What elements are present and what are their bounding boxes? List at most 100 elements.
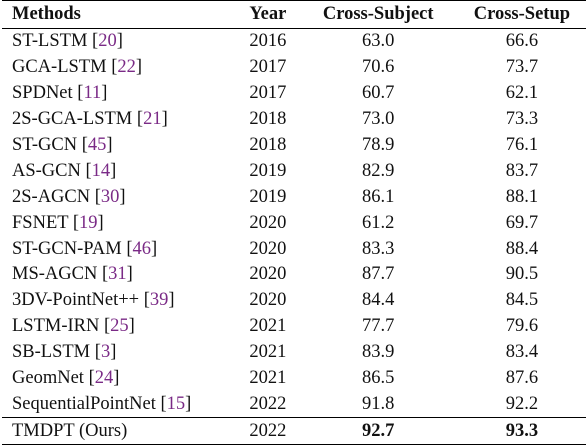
- year-cell: 2020: [249, 212, 287, 233]
- table-row: 2S-AGCN [30] 2019 86.1 88.1: [2, 184, 586, 210]
- cross-setup-cell: 87.6: [505, 368, 539, 389]
- cross-setup-cell: 66.6: [505, 31, 539, 52]
- table-row: MS-AGCN [31] 2020 87.7 90.5: [2, 262, 586, 288]
- table-row: GeomNet [24] 2021 86.5 87.6: [2, 366, 586, 392]
- table-row: GCA-LSTM [22] 2017 70.6 73.7: [2, 55, 586, 81]
- citation-link[interactable]: 14: [91, 160, 111, 181]
- citation-link[interactable]: 39: [149, 290, 169, 311]
- method-name: GeomNet: [12, 368, 84, 389]
- method-name: 2S-AGCN: [12, 186, 91, 207]
- year-cell: 2020: [249, 238, 287, 259]
- table-row: SequentialPointNet [15] 2022 91.8 92.2: [2, 391, 586, 417]
- table-body: ST-LSTM [20] 2016 63.0 66.6 GCA-LSTM [22] 201…: [2, 29, 586, 445]
- cross-setup-cell: 92.2: [505, 393, 539, 414]
- method-cell: MS-AGCN [31]: [12, 264, 133, 285]
- method-cell: 3DV-PointNet++ [39]: [12, 290, 175, 311]
- method-cell: ST-LSTM [20]: [12, 31, 123, 52]
- method-cell: ST-GCN [45]: [12, 135, 113, 155]
- cross-setup-cell: 79.6: [505, 316, 539, 337]
- citation-link[interactable]: 30: [100, 186, 120, 207]
- table-row: ST-LSTM [20] 2016 63.0 66.6: [2, 29, 586, 55]
- cross-subject-cell: 73.0: [362, 109, 395, 130]
- year-cell: 2019: [249, 160, 287, 181]
- method-cell: ST-GCN-PAM [46]: [12, 238, 158, 259]
- method-name: GCA-LSTM: [12, 57, 107, 78]
- year-cell: 2022: [249, 393, 287, 414]
- cross-setup-cell: 88.1: [505, 186, 539, 207]
- cross-setup-cell: 84.5: [505, 290, 539, 311]
- table-row: 2S-GCA-LSTM [21] 2018 73.0 73.3: [2, 107, 586, 133]
- cross-setup-cell: 83.4: [505, 342, 539, 363]
- cross-setup-cell: 88.4: [505, 238, 539, 259]
- method-cell: LSTM-IRN [25]: [12, 316, 135, 337]
- citation-link[interactable]: 21: [143, 109, 162, 130]
- cross-setup-cell: 76.1: [505, 135, 539, 155]
- header-year: Year: [237, 0, 299, 29]
- citation-link[interactable]: 15: [166, 393, 186, 414]
- cross-subject-cell: 61.2: [362, 212, 395, 233]
- table-row: SPDNet [11] 2017 60.7 62.1: [2, 81, 586, 107]
- table-row: LSTM-IRN [25] 2021 77.7 79.6: [2, 314, 586, 340]
- cross-subject-cell: 82.9: [362, 160, 395, 181]
- cross-subject-cell: 86.1: [362, 186, 395, 207]
- table-row: FSNET [19] 2020 61.2 69.7: [2, 210, 586, 236]
- citation-link[interactable]: 31: [108, 264, 127, 285]
- table-row: SB-LSTM [3] 2021 83.9 83.4: [2, 340, 586, 366]
- year-cell: 2017: [249, 83, 287, 104]
- method-name: MS-AGCN: [12, 264, 98, 285]
- year-cell: 2021: [249, 342, 287, 363]
- year-cell: 2018: [249, 109, 287, 130]
- cross-subject-cell: 83.3: [362, 238, 395, 259]
- method-name: ST-GCN-PAM: [12, 238, 122, 259]
- method-name: ST-GCN: [12, 135, 78, 155]
- method-cell-ours: TMDPT (Ours): [2, 417, 238, 445]
- cross-subject-cell: 84.4: [362, 290, 395, 311]
- table-row: ST-GCN-PAM [46] 2020 83.3 88.4: [2, 236, 586, 262]
- table-header-row: Methods Year Cross-Subject Cross-Setup: [2, 0, 586, 29]
- cross-setup-cell: 90.5: [505, 264, 539, 285]
- table-row: AS-GCN [14] 2019 82.9 83.7: [2, 158, 586, 184]
- year-cell: 2016: [249, 31, 287, 52]
- citation-link[interactable]: 24: [94, 368, 114, 389]
- citation-link[interactable]: 22: [117, 57, 136, 78]
- citation-link[interactable]: 11: [83, 83, 102, 104]
- cross-subject-cell: 86.5: [362, 368, 395, 389]
- cross-subject-cell: 63.0: [362, 31, 395, 52]
- method-name: SequentialPointNet: [12, 393, 156, 414]
- year-cell: 2019: [249, 186, 287, 207]
- table-row: 3DV-PointNet++ [39] 2020 84.4 84.5: [2, 288, 586, 314]
- cross-setup-cell: 83.7: [505, 160, 539, 181]
- cross-setup-cell: 73.7: [505, 57, 539, 78]
- year-cell: 2020: [249, 264, 287, 285]
- citation-link[interactable]: 25: [110, 316, 129, 337]
- year-cell: 2020: [249, 290, 287, 311]
- cross-subject-cell: 83.9: [362, 342, 395, 363]
- citation-link[interactable]: 20: [98, 31, 117, 52]
- citation-link[interactable]: 3: [100, 342, 111, 363]
- method-name: SB-LSTM: [12, 342, 91, 363]
- method-name: ST-LSTM: [12, 31, 88, 52]
- citation-link[interactable]: 19: [79, 212, 98, 233]
- method-name: 2S-GCA-LSTM: [12, 109, 133, 130]
- year-cell: 2021: [249, 368, 287, 389]
- header-cross-subject: Cross-Subject: [298, 0, 458, 29]
- method-cell: FSNET [19]: [12, 212, 104, 233]
- method-cell: SPDNet [11]: [12, 83, 108, 104]
- year-cell: 2017: [249, 57, 287, 78]
- method-name: LSTM-IRN: [12, 316, 100, 337]
- cross-setup-cell-ours: 93.3: [457, 417, 586, 445]
- cross-setup-cell: 62.1: [505, 83, 539, 104]
- method-cell: GCA-LSTM [22]: [12, 57, 143, 78]
- cross-setup-cell: 73.3: [505, 109, 539, 130]
- citation-link[interactable]: 45: [87, 135, 107, 155]
- year-cell-ours: 2022: [237, 417, 299, 445]
- method-name: 3DV-PointNet++: [12, 290, 140, 311]
- citation-link[interactable]: 46: [132, 238, 151, 259]
- cross-subject-cell: 77.7: [362, 316, 395, 337]
- method-cell: GeomNet [24]: [12, 368, 120, 389]
- cross-setup-cell: 69.7: [505, 212, 539, 233]
- method-name: SPDNet: [12, 83, 73, 104]
- table-row: ST-GCN [45] 2018 78.9 76.1: [2, 133, 586, 159]
